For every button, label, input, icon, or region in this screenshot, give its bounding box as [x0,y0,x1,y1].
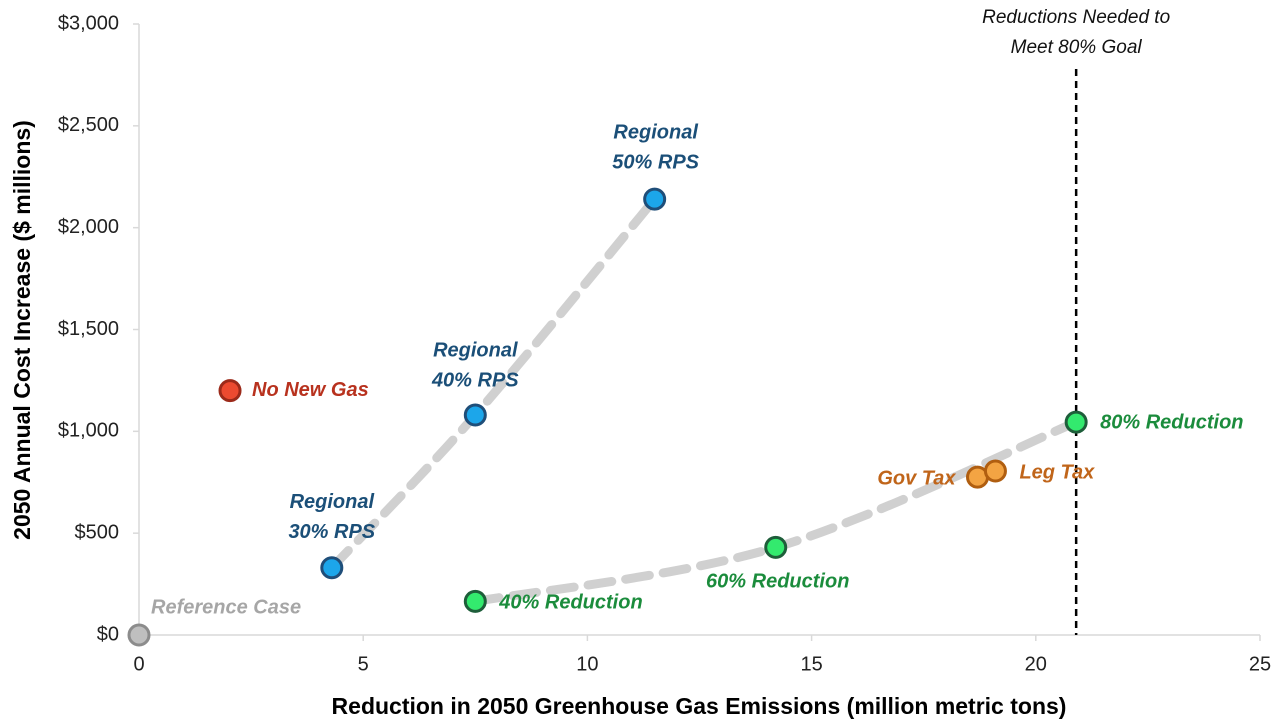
point [643,187,667,211]
x-axis-title: Reduction in 2050 Greenhouse Gas Emissio… [332,693,1067,719]
x-tick-label: 10 [576,653,598,675]
annotation: Meet 80% Goal [1011,37,1143,58]
y-tick-label: $2,000 [58,216,119,238]
point-label: No New Gas [252,379,369,401]
x-tick-label: 0 [133,653,144,675]
point-label: Reference Case [151,596,301,618]
x-tick-label: 5 [358,653,369,675]
y-axis-title: 2050 Annual Cost Increase ($ millions) [9,120,35,540]
point [983,459,1007,483]
x-tick-label: 15 [800,653,822,675]
point-label: Regional [290,491,375,513]
point [463,589,487,613]
y-tick-label: $2,500 [58,114,119,136]
point [218,379,242,403]
point-label: Regional [433,339,518,361]
point [463,403,487,427]
point-label: 80% Reduction [1100,411,1243,433]
point-label: Leg Tax [1019,461,1095,483]
point-label: 60% Reduction [706,571,849,593]
point-label: 40% RPS [431,369,519,391]
point [127,623,151,647]
x-tick-label: 20 [1025,653,1047,675]
point-label: 50% RPS [612,151,699,173]
annotation: Reductions Needed to [982,7,1170,28]
point-label: Gov Tax [877,467,956,489]
point [764,535,788,559]
point-label: Regional [613,121,698,143]
y-tick-label: $0 [97,623,119,645]
point [320,556,344,580]
y-tick-label: $1,500 [58,318,119,340]
point-label: 30% RPS [288,521,375,543]
point-label: 40% Reduction [498,592,642,614]
y-tick-label: $3,000 [58,12,119,34]
y-tick-label: $1,000 [58,420,119,442]
point [1064,410,1088,434]
y-tick-label: $500 [75,521,120,543]
x-tick-label: 25 [1249,653,1271,675]
